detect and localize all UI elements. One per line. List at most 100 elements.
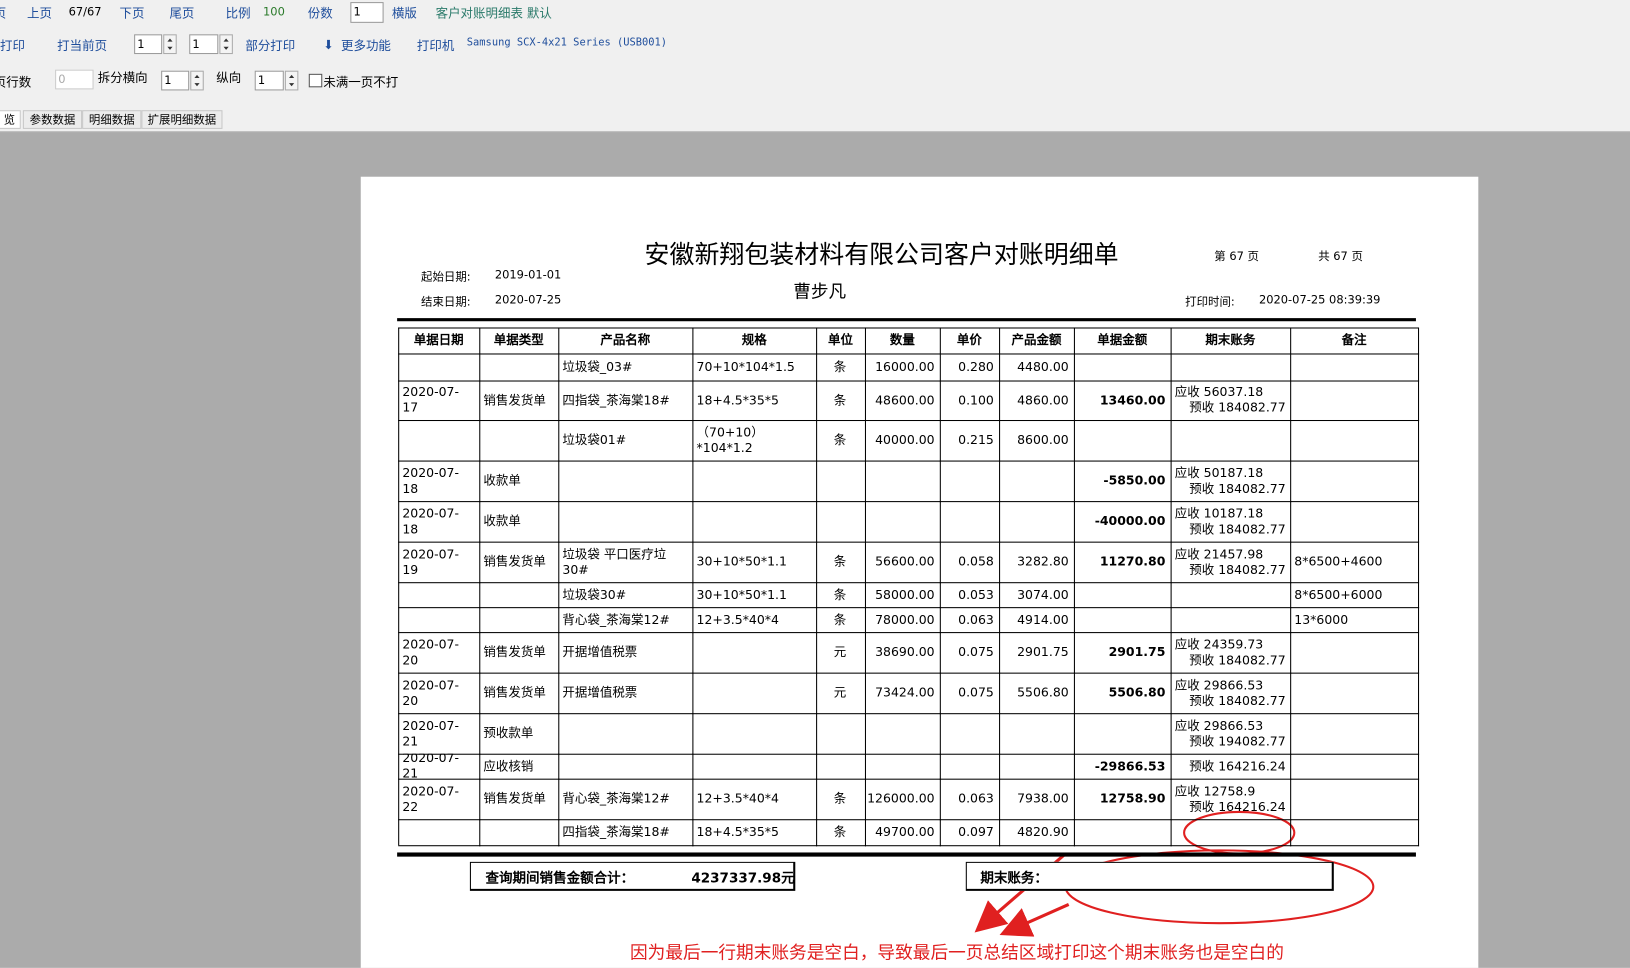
table-cell: [939, 713, 1001, 755]
table-cell: 开据增值税票: [558, 632, 694, 674]
page-indicator[interactable]: 67/67: [68, 5, 102, 19]
balance-line: 预收 164216.24: [1189, 798, 1286, 814]
range-from-input[interactable]: 1: [134, 34, 163, 55]
rule: [397, 318, 1416, 322]
split-horizontal-input[interactable]: 1: [161, 70, 190, 91]
scale-value[interactable]: 100: [263, 5, 285, 19]
table-cell: 18+4.5*35*5: [692, 819, 818, 847]
table-cell: 4820.90: [999, 819, 1075, 847]
table-cell: [479, 419, 560, 462]
split-vertical-input[interactable]: 1: [254, 70, 284, 91]
template-label[interactable]: 客户对账明细表 默认: [435, 6, 552, 21]
partial-print-button[interactable]: 部分打印: [245, 38, 296, 54]
tab[interactable]: 览: [0, 110, 21, 129]
table-cell: 12+3.5*40*4: [692, 607, 818, 634]
more-icon[interactable]: ⬇: [323, 37, 334, 52]
column-header: 单价: [939, 327, 1001, 355]
landscape-button[interactable]: 横版: [391, 6, 417, 21]
table-cell: 元: [816, 672, 866, 715]
table-cell: 56600.00: [864, 541, 941, 584]
spinner[interactable]: [284, 70, 299, 91]
prev-page-button[interactable]: 上页: [27, 6, 52, 21]
table-cell: 垃圾袋01#: [558, 419, 694, 462]
table-cell: [864, 713, 941, 755]
tab[interactable]: 扩展明细数据: [141, 110, 223, 129]
table-cell: [1290, 460, 1420, 503]
table-cell: -40000.00: [1073, 501, 1172, 543]
table-cell: [1290, 753, 1420, 780]
checkbox[interactable]: [308, 73, 323, 88]
page-sheet: [360, 176, 1479, 968]
table-cell: 垃圾袋 平口医疗垃30#: [558, 541, 694, 584]
table-cell: 条: [816, 607, 866, 634]
table-cell: 8*6500+6000: [1290, 582, 1420, 609]
table-cell: 5506.80: [999, 672, 1075, 715]
table-cell: [816, 753, 866, 780]
last-page-button[interactable]: 尾页: [169, 6, 195, 21]
table-cell: [1290, 632, 1420, 674]
spinner[interactable]: [163, 34, 177, 55]
scale-label[interactable]: 比例: [225, 6, 251, 21]
table-cell: 开据增值税票: [558, 672, 694, 715]
range-to-input[interactable]: 1: [189, 34, 219, 55]
period-balance-cell: 应收 12758.9 预收 164216.24: [1170, 778, 1292, 821]
tab[interactable]: 明细数据: [82, 110, 142, 129]
table-cell: [1073, 819, 1172, 847]
table-cell: 0.280: [939, 353, 1001, 382]
first-page-button[interactable]: 页: [0, 4, 6, 22]
table-cell: [1290, 380, 1420, 422]
table-cell: 49700.00: [864, 819, 941, 847]
table-cell: 销售发货单: [479, 632, 560, 674]
table-cell: [864, 460, 941, 503]
table-cell: [558, 460, 694, 503]
table-cell: 预收款单: [479, 713, 560, 755]
table-cell: [558, 501, 694, 543]
table-cell: 元: [816, 632, 866, 674]
rows-per-page-label[interactable]: 页行数: [0, 74, 32, 90]
table-cell: 2901.75: [1073, 632, 1172, 674]
table-cell: [1073, 353, 1172, 382]
table-cell: 0.063: [939, 607, 1001, 634]
table-cell: [479, 353, 560, 382]
split-horizontal-label[interactable]: 拆分横向: [97, 70, 148, 86]
table-cell: 条: [816, 353, 866, 382]
skip-partial-checkbox-label[interactable]: 未满一页不打: [323, 74, 399, 90]
balance-line: 预收 184082.77: [1189, 480, 1286, 496]
next-page-button[interactable]: 下页: [119, 6, 145, 21]
column-header: 期末账务: [1170, 327, 1292, 355]
period-balance-cell: 应收 21457.98 预收 184082.77: [1170, 541, 1292, 584]
summary-box: [965, 861, 1334, 891]
table-cell: [398, 353, 481, 382]
rows-per-page-input[interactable]: 0: [55, 69, 94, 90]
table-cell: [999, 713, 1075, 755]
balance-line: 预收 184082.77: [1189, 521, 1286, 536]
table-cell: [864, 753, 941, 780]
column-header: 产品金额: [999, 327, 1075, 355]
page-total: 共 67 页: [1318, 249, 1363, 264]
table-cell: 2020-07-20: [398, 672, 481, 715]
table-cell: 销售发货单: [479, 778, 560, 821]
copies-input[interactable]: 1: [350, 2, 384, 23]
period-balance-cell: 应收 10187.18 预收 184082.77: [1170, 501, 1292, 543]
table-cell: 四指袋_茶海棠18#: [558, 380, 694, 422]
table-cell: 2020-07-19: [398, 541, 481, 584]
spinner[interactable]: [219, 34, 233, 55]
period-balance-cell: 应收 50187.18 预收 184082.77: [1170, 460, 1292, 503]
printer-name[interactable]: Samsung SCX-4x21 Series (USB001): [466, 37, 668, 49]
column-header: 产品名称: [558, 327, 694, 355]
table-cell: 收款单: [479, 501, 560, 543]
tab[interactable]: 参数数据: [22, 110, 83, 129]
print-button[interactable]: 打印: [0, 38, 25, 54]
spinner[interactable]: [190, 70, 204, 91]
split-vertical-label[interactable]: 纵向: [216, 70, 242, 86]
table-cell: [692, 501, 818, 543]
more-functions-button[interactable]: 更多功能: [340, 38, 391, 54]
column-header: 数量: [864, 327, 941, 355]
print-current-button[interactable]: 打当前页: [57, 38, 108, 54]
printer-label[interactable]: 打印机: [416, 38, 455, 54]
table-cell: -29866.53: [1073, 753, 1172, 780]
copies-label[interactable]: 份数: [307, 6, 333, 21]
table-cell: 30+10*50*1.1: [692, 541, 818, 584]
table-cell: 73424.00: [864, 672, 941, 715]
table-cell: 4914.00: [999, 607, 1075, 634]
